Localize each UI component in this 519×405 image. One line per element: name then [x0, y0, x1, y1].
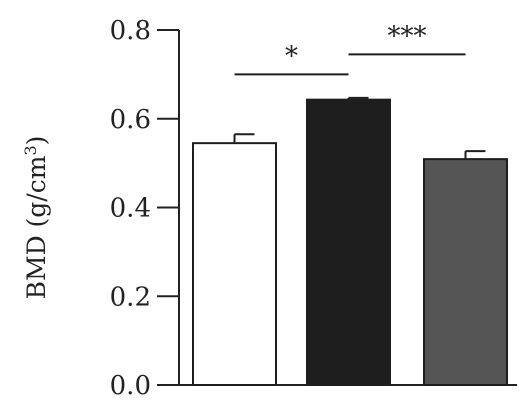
y-tick-label: 0.4	[110, 194, 151, 224]
significance-label: ***	[388, 21, 427, 51]
bar	[192, 142, 277, 386]
bar	[306, 98, 391, 386]
y-tick-label: 0.0	[110, 371, 151, 401]
y-tick-label: 0.2	[110, 282, 151, 312]
y-axis-title: BMD (g/cm3)	[21, 136, 52, 300]
y-tick-label: 0.6	[110, 105, 151, 135]
bar	[423, 158, 508, 386]
significance-label: *	[285, 41, 298, 71]
y-tick-label: 0.8	[110, 16, 151, 46]
